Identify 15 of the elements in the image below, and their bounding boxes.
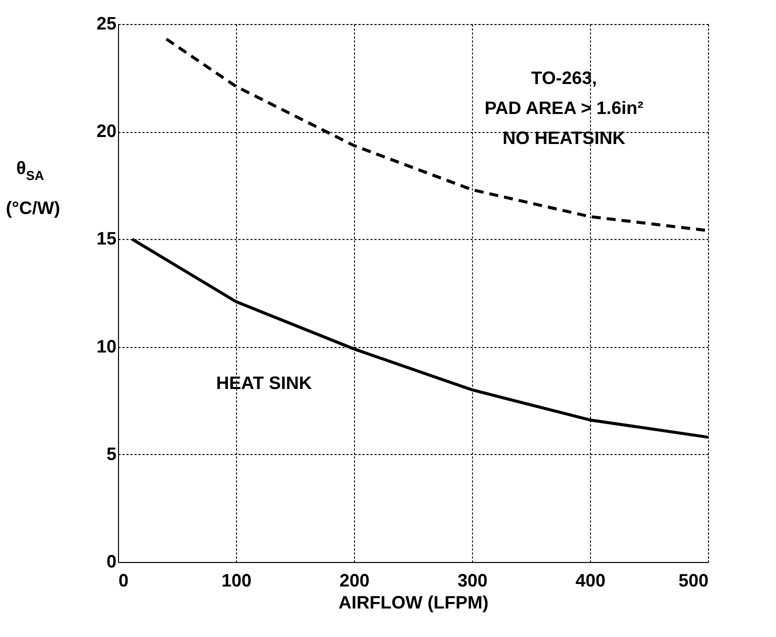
x-tick-label: 200 — [339, 570, 370, 590]
annotation: HEAT SINK — [216, 373, 312, 393]
x-tick-label: 100 — [221, 570, 252, 590]
y-tick-label: 10 — [96, 336, 116, 356]
x-axis-title: AIRFLOW (LFPM) — [338, 592, 488, 612]
y-tick-label: 5 — [106, 444, 116, 464]
x-tick-label: 400 — [575, 570, 606, 590]
y-tick-label: 20 — [96, 121, 116, 142]
x-tick-label: 500 — [678, 570, 708, 590]
y-tick-label: 15 — [96, 228, 116, 249]
y-tick-label: 0 — [106, 552, 116, 572]
annotation: TO-263, PAD AREA > 1.6in² NO HEATSINK — [484, 68, 644, 148]
x-tick-label: 0 — [118, 570, 129, 590]
x-tick-label: 300 — [457, 570, 488, 590]
y-tick-label: 25 — [96, 14, 116, 34]
